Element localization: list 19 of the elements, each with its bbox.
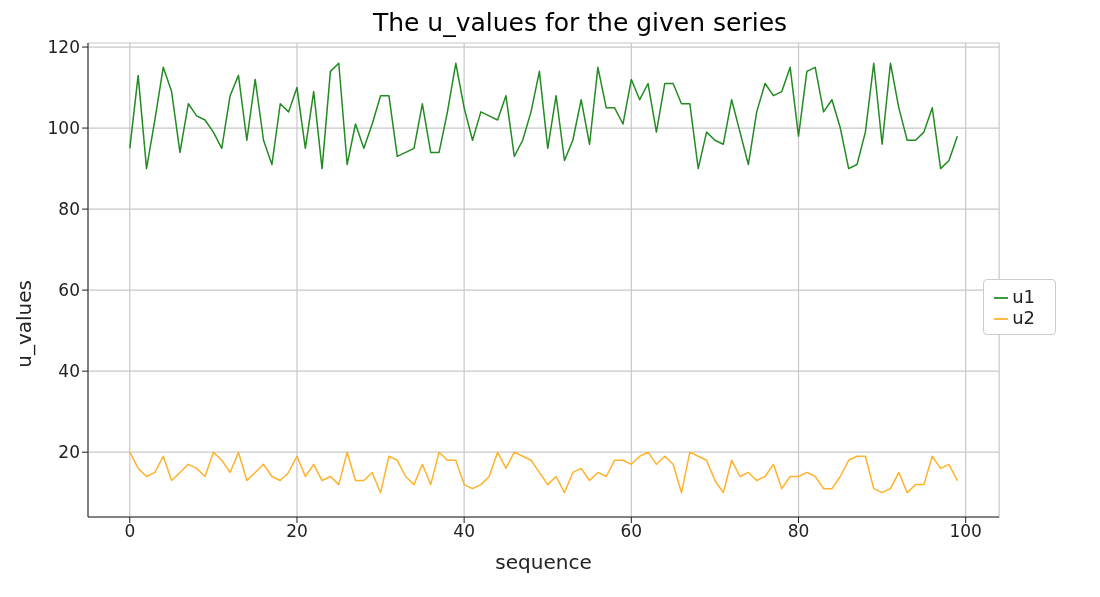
y-tick-label: 120 [47,37,80,58]
line-series [129,62,959,170]
x-tick-label: 60 [620,521,643,542]
x-tick-label: 20 [286,521,308,542]
legend-label: u2 [1012,307,1035,328]
y-tick-label: 20 [58,442,80,463]
chart-title: The u_values for the given series [371,8,789,37]
x-tick-label: 80 [787,521,810,542]
y-tick-label: 40 [58,361,80,382]
x-tick-label: 0 [124,521,136,542]
x-axis-title: sequence [495,550,592,575]
y-tick-label: 100 [47,118,80,139]
x-tick-label: 40 [453,521,475,542]
y-axis-title: u_values [12,280,37,368]
line-series [129,451,959,494]
y-tick-label: 60 [58,280,80,301]
legend-label: u1 [1012,286,1035,307]
y-tick-label: 80 [58,199,80,220]
x-tick-label: 100 [949,521,982,542]
